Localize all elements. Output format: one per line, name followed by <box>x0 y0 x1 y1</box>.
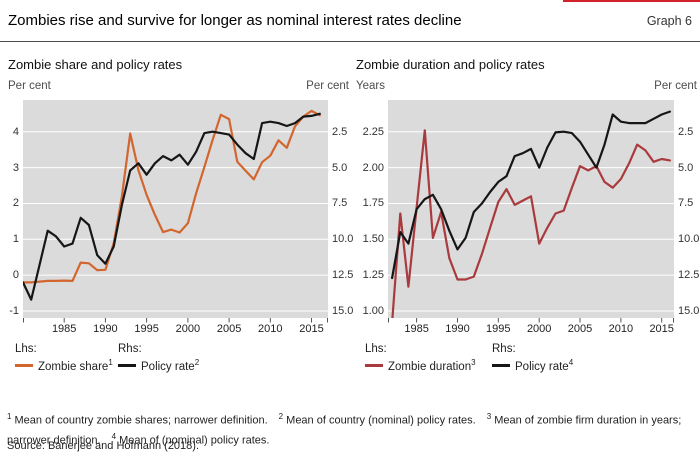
legend-label: Zombie duration <box>388 360 472 373</box>
left-axis-caption-duration: Years <box>356 80 385 92</box>
legend-item-policy-rate-0: Policy rate2 <box>118 358 199 373</box>
left-axis-tick-label: 2 <box>12 197 19 210</box>
right-axis-tick-label: 7.5 <box>332 197 348 210</box>
legend-item-zombie-share: Zombie share1 <box>15 358 113 373</box>
zombie-duration-line <box>391 129 671 318</box>
legend-lhs-heading-0: Lhs: <box>15 343 37 355</box>
chart-plot-area <box>388 100 674 323</box>
accent-red-rule <box>563 0 700 2</box>
right-axis-tick-label: 15.0 <box>678 305 700 317</box>
page-title: Zombies rise and survive for longer as n… <box>8 12 462 29</box>
right-axis-tick-label: 12.5 <box>332 269 354 282</box>
left-axis-tick-label: 1.00 <box>362 305 384 317</box>
panel-title-zombie-duration: Zombie duration and policy rates <box>356 57 545 72</box>
footnote-sup: 1 <box>7 412 12 421</box>
right-axis-tick-label: 15.0 <box>332 305 354 317</box>
footnote-text: Mean of country zombie shares; narrower … <box>11 414 279 427</box>
right-axis-caption-duration: Per cent <box>654 80 697 92</box>
x-axis-tick-label: 1995 <box>486 323 511 335</box>
panel-title-zombie-share: Zombie share and policy rates <box>8 57 183 72</box>
legend-lhs-heading-1: Lhs: <box>365 343 387 355</box>
footnote-text: Mean of country (nominal) policy rates. <box>283 414 487 427</box>
legend-rhs-heading-1: Rhs: <box>492 343 516 355</box>
x-axis-tick-label: 1985 <box>51 323 77 335</box>
left-axis-tick-label: 0 <box>12 269 19 282</box>
right-axis-tick-label: 2.5 <box>332 125 348 138</box>
left-axis-caption-share: Per cent <box>8 80 51 92</box>
zombie-share-line <box>23 109 321 284</box>
left-axis-tick-label: 1 <box>12 233 19 246</box>
graph-number-label: Graph 6 <box>646 14 692 28</box>
x-axis-tick-label: 2000 <box>526 323 552 335</box>
right-axis-tick-label: 5.0 <box>332 161 348 174</box>
legend-sup: 2 <box>194 358 200 367</box>
left-axis-tick-label: 2.00 <box>362 161 384 174</box>
legend-sup: 4 <box>568 358 574 367</box>
x-axis-tick-label: 2010 <box>258 323 283 335</box>
legend-sup: 3 <box>471 358 476 367</box>
source-line: Source: Banerjee and Hofmann (2018). <box>7 440 200 452</box>
x-axis-tick-label: 2010 <box>608 323 634 335</box>
x-axis-tick-label: 1990 <box>445 323 470 335</box>
policy-rate-line-swatch-1 <box>492 364 510 368</box>
x-axis-tick-label: 2015 <box>299 323 324 335</box>
footnote-text: Mean of zombie firm duration in years; n… <box>7 414 682 447</box>
x-axis-tick-label: 1990 <box>93 323 118 335</box>
x-axis-tick-label: 1985 <box>404 323 429 335</box>
policy-rate-line-swatch-0 <box>118 364 136 368</box>
x-axis-tick-label: 2015 <box>649 323 674 335</box>
right-axis-tick-label: 7.5 <box>678 197 694 210</box>
left-axis-tick-label: 1.50 <box>362 233 384 246</box>
left-axis-tick-label: -1 <box>9 305 19 317</box>
legend-label: Policy rate <box>515 360 569 373</box>
legend-rhs-heading-0: Rhs: <box>118 343 142 355</box>
policy-rate-line <box>390 110 671 280</box>
x-axis-tick-label: 2000 <box>175 323 201 335</box>
right-axis-tick-label: 10.0 <box>678 233 700 246</box>
right-axis-caption-share: Per cent <box>306 80 349 92</box>
left-axis-tick-label: 3 <box>12 161 19 174</box>
legend-label: Zombie share <box>38 360 109 373</box>
footnote-sup: 3 <box>486 412 492 421</box>
footnote-text: Mean of (nominal) policy rates. <box>116 434 281 447</box>
x-axis-tick-label: 1995 <box>134 323 159 335</box>
right-axis-tick-label: 12.5 <box>678 269 700 282</box>
right-axis-tick-label: 5.0 <box>678 161 694 174</box>
header-divider <box>0 41 700 42</box>
footnote-sup: 4 <box>111 431 117 441</box>
left-axis-tick-label: 4 <box>12 125 19 138</box>
zombie-share-line-swatch <box>15 364 33 368</box>
chart-plot-area <box>23 100 328 323</box>
right-axis-tick-label: 2.5 <box>678 125 694 138</box>
left-axis-tick-label: 1.25 <box>362 269 384 282</box>
footnote-sup: 2 <box>278 412 284 421</box>
legend-sup: 1 <box>108 358 113 367</box>
footnotes: 1 Mean of country zombie shares; narrowe… <box>7 409 698 448</box>
legend-item-policy-rate-1: Policy rate4 <box>492 358 573 373</box>
legend-item-zombie-duration: Zombie duration3 <box>365 358 476 373</box>
left-axis-tick-label: 2.25 <box>362 125 384 138</box>
right-axis-tick-label: 10.0 <box>332 233 354 246</box>
policy-rate-line <box>23 112 321 301</box>
left-axis-tick-label: 1.75 <box>362 197 384 210</box>
zombie-duration-line-swatch <box>365 364 383 368</box>
legend-label: Policy rate <box>141 360 195 373</box>
x-axis-tick-label: 2005 <box>216 323 242 335</box>
x-axis-tick-label: 2005 <box>567 323 593 335</box>
